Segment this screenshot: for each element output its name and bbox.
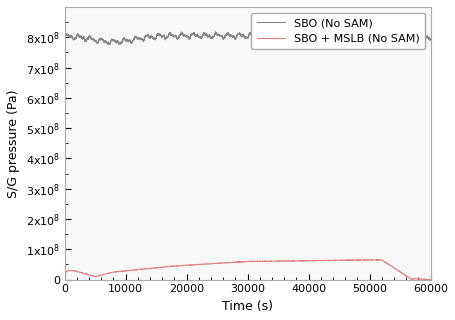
- SBO (No SAM): [420, 30, 426, 34]
- Y-axis label: S/G pressure (Pa): S/G pressure (Pa): [7, 89, 20, 197]
- SBO (No SAM): [399, 34, 404, 38]
- Line: SBO + MSLB (No SAM): SBO + MSLB (No SAM): [65, 260, 430, 280]
- SBO (No SAM): [106, 43, 112, 46]
- SBO + MSLB (No SAM): [410, 278, 415, 282]
- SBO (No SAM): [428, 37, 433, 41]
- SBO (No SAM): [328, 32, 333, 36]
- SBO (No SAM): [216, 33, 221, 37]
- SBO (No SAM): [219, 34, 224, 37]
- SBO + MSLB (No SAM): [328, 259, 333, 262]
- SBO + MSLB (No SAM): [428, 277, 433, 281]
- SBO + MSLB (No SAM): [218, 261, 224, 265]
- SBO + MSLB (No SAM): [236, 260, 241, 264]
- SBO + MSLB (No SAM): [417, 277, 422, 281]
- Line: SBO (No SAM): SBO (No SAM): [65, 32, 430, 44]
- X-axis label: Time (s): Time (s): [222, 300, 273, 313]
- SBO + MSLB (No SAM): [216, 261, 221, 265]
- SBO + MSLB (No SAM): [367, 258, 372, 262]
- SBO (No SAM): [62, 34, 67, 38]
- SBO + MSLB (No SAM): [62, 272, 67, 276]
- SBO + MSLB (No SAM): [399, 271, 404, 275]
- SBO (No SAM): [417, 36, 422, 40]
- SBO (No SAM): [236, 32, 241, 36]
- Legend: SBO (No SAM), SBO + MSLB (No SAM): SBO (No SAM), SBO + MSLB (No SAM): [252, 12, 425, 49]
